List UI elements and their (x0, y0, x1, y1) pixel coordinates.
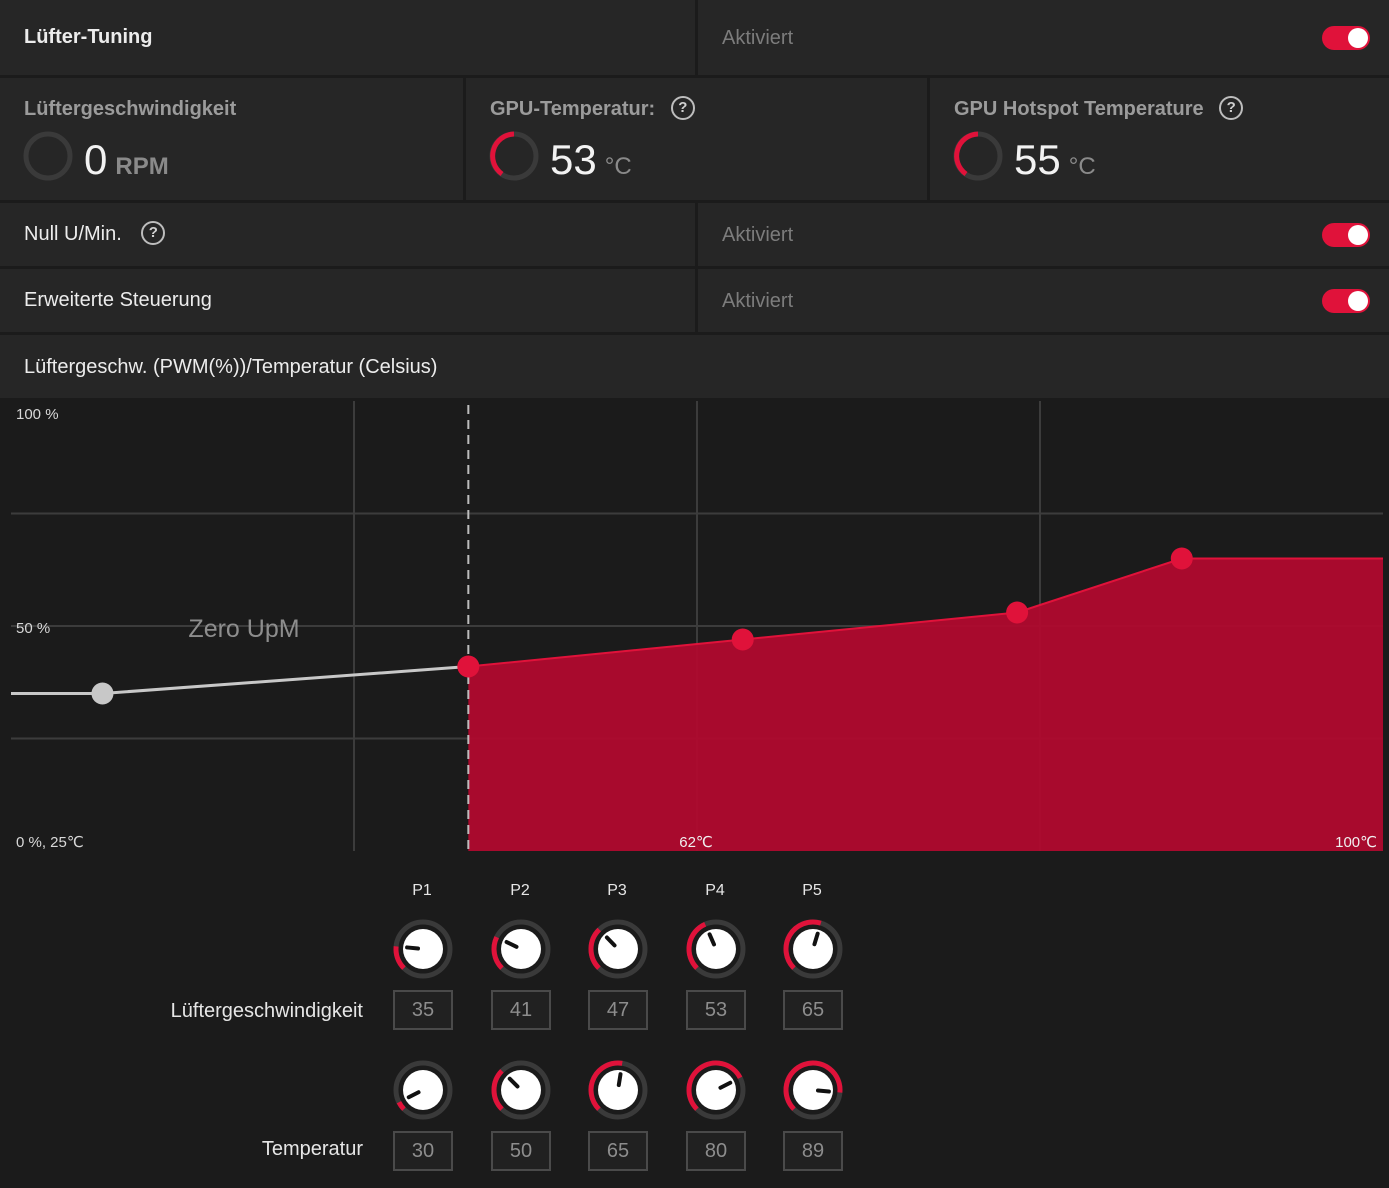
point-label-p1: P1 (412, 882, 432, 899)
dial-knob-icon[interactable] (490, 1059, 552, 1121)
zero-rpm-row: Null U/Min. ? Aktiviert (0, 203, 1389, 266)
stats-row: Lüftergeschwindigkeit 0 RPM GPU-Temperatu… (0, 78, 1389, 200)
temp-row-label: Temperatur (261, 1138, 363, 1160)
fan-curve-svg[interactable]: 100 % 50 % 0 %, 25℃ 62℃ 100℃ Zero UpM (0, 399, 1389, 851)
fan-tuning-title: Lüfter-Tuning (24, 26, 153, 48)
curve-point-inactive[interactable] (91, 682, 114, 705)
advanced-control-label-cell: Erweiterte Steuerung (0, 269, 695, 332)
point-value-input[interactable]: 30 (393, 1131, 453, 1171)
advanced-control-row: Erweiterte Steuerung Aktiviert (0, 269, 1389, 332)
dial-knob-icon[interactable] (782, 918, 844, 980)
point-label-p2: P2 (510, 882, 530, 899)
gpu-temp-title-wrap: GPU-Temperatur: ? (490, 95, 695, 121)
gpu-temp-value: 53 (550, 136, 597, 183)
point-value-input[interactable]: 65 (588, 1131, 648, 1171)
speed-row-label: Lüftergeschwindigkeit (170, 1000, 363, 1022)
dial-knob-icon[interactable] (587, 918, 649, 980)
point-value-input[interactable]: 41 (491, 990, 551, 1030)
zero-rpm-status: Aktiviert (722, 224, 794, 246)
fan-speed-stat: Lüftergeschwindigkeit 0 RPM (0, 78, 463, 200)
point-label-p3: P3 (607, 882, 627, 899)
advanced-control-label: Erweiterte Steuerung (24, 289, 212, 311)
advanced-control-status-cell: Aktiviert (698, 269, 1389, 332)
zero-rpm-line (11, 665, 469, 695)
chart-section-title: Lüftergeschw. (PWM(%))/Temperatur (Celsi… (24, 356, 438, 378)
fan-tuning-status: Aktiviert (722, 27, 794, 49)
point-value-input[interactable]: 65 (783, 990, 843, 1030)
fan-tuning-status-cell: Aktiviert (698, 0, 1389, 75)
gpu-hotspot-unit: °C (1068, 153, 1096, 180)
x-tick-62: 62℃ (679, 834, 713, 851)
gauge-ring-icon (489, 131, 539, 181)
curve-point-p5[interactable] (1170, 547, 1193, 570)
point-value-input[interactable]: 89 (783, 1131, 843, 1171)
point-value-input[interactable]: 35 (393, 990, 453, 1030)
point-value-input[interactable]: 80 (686, 1131, 746, 1171)
dial-knob-icon[interactable] (490, 918, 552, 980)
chart-section-row: Lüftergeschw. (PWM(%))/Temperatur (Celsi… (0, 335, 1389, 398)
origin-tick: 0 %, 25℃ (16, 834, 84, 851)
gpu-hotspot-title-wrap: GPU Hotspot Temperature ? (954, 95, 1244, 121)
fan-tuning-toggle[interactable] (1322, 26, 1370, 50)
gauge-ring-icon (23, 131, 73, 181)
fan-speed-unit: RPM (115, 153, 169, 180)
zero-rpm-status-cell: Aktiviert (698, 203, 1389, 266)
question-circle-icon[interactable]: ? (670, 95, 695, 120)
y-tick-100: 100 % (16, 406, 59, 423)
curve-point-p4[interactable] (1006, 601, 1029, 624)
question-circle-icon[interactable]: ? (1219, 95, 1244, 120)
zero-rpm-annotation: Zero UpM (188, 615, 299, 643)
dial-knob-icon[interactable] (392, 918, 454, 980)
fan-curve-area (468, 558, 1383, 851)
advanced-control-toggle[interactable] (1322, 289, 1370, 313)
fan-speed-value-wrap: 0 RPM (84, 136, 169, 184)
zero-rpm-toggle[interactable] (1322, 223, 1370, 247)
zero-rpm-label-cell: Null U/Min. ? (0, 203, 695, 266)
dial-knob-icon[interactable] (782, 1059, 844, 1121)
dial-knob-icon[interactable] (685, 918, 747, 980)
question-circle-icon[interactable]: ? (141, 220, 166, 245)
fan-speed-title: Lüftergeschwindigkeit (24, 98, 237, 120)
gpu-hotspot-value: 55 (1014, 136, 1061, 183)
gpu-temp-title: GPU-Temperatur: (490, 98, 656, 120)
chart-section-cell: Lüftergeschw. (PWM(%))/Temperatur (Celsi… (0, 335, 1389, 398)
point-value-input[interactable]: 47 (588, 990, 648, 1030)
gauge-ring-icon (953, 131, 1003, 181)
dial-knob-icon[interactable] (685, 1059, 747, 1121)
x-tick-100: 100℃ (1335, 834, 1377, 851)
fan-tuning-title-cell: Lüfter-Tuning (0, 0, 695, 75)
curve-point-p3[interactable] (731, 628, 754, 651)
gpu-hotspot-title: GPU Hotspot Temperature (954, 98, 1204, 120)
y-tick-50: 50 % (16, 620, 50, 637)
fan-tuning-row: Lüfter-Tuning Aktiviert (0, 0, 1389, 75)
curve-point-p2[interactable] (457, 655, 480, 678)
gpu-hotspot-stat: GPU Hotspot Temperature ? 55 °C (930, 78, 1389, 200)
advanced-control-status: Aktiviert (722, 290, 794, 312)
zero-rpm-label: Null U/Min. (24, 223, 122, 245)
gpu-hotspot-value-wrap: 55 °C (1014, 136, 1096, 184)
point-label-p5: P5 (802, 882, 822, 899)
point-label-p4: P4 (705, 882, 725, 899)
fan-speed-value: 0 (84, 136, 108, 183)
dial-knob-icon[interactable] (392, 1059, 454, 1121)
gpu-temp-value-wrap: 53 °C (550, 136, 632, 184)
zero-rpm-label-wrap: Null U/Min. ? (24, 220, 166, 246)
gpu-temp-unit: °C (604, 153, 632, 180)
gpu-temp-stat: GPU-Temperatur: ? 53 °C (466, 78, 927, 200)
point-value-input[interactable]: 53 (686, 990, 746, 1030)
point-value-input[interactable]: 50 (491, 1131, 551, 1171)
fan-curve-chart[interactable]: 100 % 50 % 0 %, 25℃ 62℃ 100℃ Zero UpM (0, 399, 1389, 851)
dial-knob-icon[interactable] (587, 1059, 649, 1121)
